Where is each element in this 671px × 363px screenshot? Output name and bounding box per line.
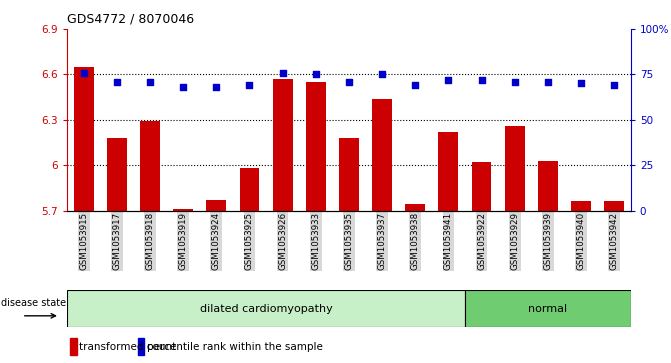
Point (244, 82, 255, 88)
Bar (107, 138, 127, 211)
Text: disease state: disease state (1, 298, 66, 308)
Point (79, 70, 89, 76)
Point (443, 77, 454, 83)
Bar (272, 79, 293, 211)
Point (178, 84, 189, 90)
Bar (438, 132, 458, 211)
Bar (240, 168, 260, 211)
Point (111, 79, 122, 85)
Point (211, 84, 221, 90)
Text: transformed count: transformed count (79, 342, 176, 352)
Text: percentile rank within the sample: percentile rank within the sample (146, 342, 323, 352)
Bar (372, 99, 392, 211)
Bar (67, 290, 465, 327)
Bar (306, 82, 325, 211)
Point (542, 79, 553, 85)
Point (344, 79, 354, 85)
Point (509, 79, 520, 85)
Point (410, 82, 421, 88)
Bar (571, 201, 591, 211)
Bar (339, 138, 359, 211)
Bar (505, 126, 525, 211)
Point (609, 82, 619, 88)
Bar (465, 290, 631, 327)
Bar (74, 67, 94, 211)
Point (376, 72, 387, 77)
Point (145, 79, 156, 85)
Text: GDS4772 / 8070046: GDS4772 / 8070046 (67, 12, 194, 25)
Bar (140, 121, 160, 211)
Bar (207, 200, 226, 211)
Bar (472, 162, 491, 211)
Bar (405, 204, 425, 211)
Bar (70, 338, 76, 355)
Point (576, 81, 586, 86)
Bar (173, 209, 193, 211)
Bar (138, 338, 144, 355)
Bar (604, 201, 624, 211)
Point (476, 77, 487, 83)
Bar (538, 160, 558, 211)
Point (277, 70, 288, 76)
Point (311, 72, 321, 77)
Text: normal: normal (528, 303, 568, 314)
Text: dilated cardiomyopathy: dilated cardiomyopathy (200, 303, 332, 314)
